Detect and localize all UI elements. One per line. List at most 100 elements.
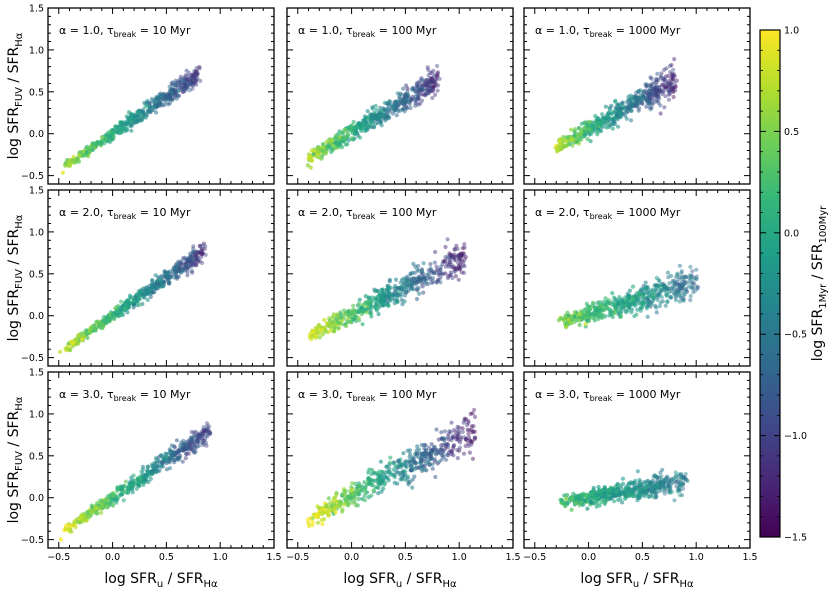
scatter-point (430, 447, 435, 453)
scatter-point (452, 246, 457, 252)
scatter-point (159, 284, 164, 289)
panel-frame (286, 7, 514, 185)
scatter-point (462, 242, 467, 247)
scatter-point (356, 497, 361, 502)
scatter-point (682, 274, 687, 279)
scatter-point (677, 482, 682, 487)
scatter-point (428, 86, 433, 91)
colorbar-tick-label: −0.5 (784, 330, 807, 341)
scatter-point (315, 513, 321, 518)
colorbar-tick-label: 0.0 (784, 228, 799, 239)
scatter-point (447, 429, 452, 434)
scatter-point (441, 259, 446, 264)
scatter-point (187, 88, 192, 93)
scatter-point (401, 451, 406, 456)
scatter-point (463, 443, 468, 449)
scatter-point (69, 339, 75, 345)
scatter-point (422, 463, 427, 469)
scatter-point (671, 67, 676, 72)
scatter-point (67, 163, 72, 168)
scatter-point (440, 450, 445, 455)
scatter-point (345, 132, 350, 137)
scatter-point (188, 251, 193, 256)
scatter-point (185, 273, 190, 278)
scatter-point (328, 140, 333, 145)
scatter-point (383, 474, 388, 479)
scatter-point (569, 137, 574, 142)
scatter-point (199, 435, 204, 440)
scatter-point (100, 502, 105, 508)
scatter-point (579, 128, 584, 133)
scatter-point (80, 153, 85, 158)
scatter-point (584, 123, 590, 128)
scatter-point (375, 288, 380, 293)
y-tick-label: 1.5 (29, 4, 44, 15)
scatter-point (457, 267, 462, 272)
scatter-point (674, 477, 679, 482)
panel-label: α = 3.0, τbreak = 10 Myr (59, 388, 191, 403)
scatter-point (186, 258, 191, 263)
scatter-point (426, 90, 431, 96)
scatter-point (465, 427, 470, 432)
scatter-point (383, 118, 388, 123)
scatter-point (362, 301, 368, 306)
scatter-point (468, 438, 473, 443)
scatter-point (116, 311, 121, 316)
scatter-point (378, 300, 383, 305)
scatter-point (305, 163, 310, 168)
scatter-point (572, 130, 577, 135)
scatter-point (620, 500, 625, 505)
scatter-point (662, 85, 668, 90)
scatter-point (455, 246, 460, 251)
panel-label: α = 1.0, τbreak = 10 Myr (59, 24, 191, 39)
scatter-point (207, 424, 212, 429)
scatter-point (167, 455, 172, 460)
scatter-point (394, 113, 399, 118)
scatter-point (78, 515, 83, 521)
panel-ticks (286, 189, 514, 367)
scatter-point (379, 287, 384, 293)
scatter-point (668, 490, 673, 495)
scatter-point (638, 88, 643, 93)
scatter-point (347, 493, 352, 498)
scatter-point (618, 497, 623, 502)
scatter-point (431, 80, 436, 85)
scatter-point (173, 272, 178, 278)
x-axis-label-3: log SFRu / SFRHα (580, 571, 694, 590)
scatter-point (415, 267, 420, 272)
scatter-point (172, 445, 177, 450)
scatter-point (320, 521, 325, 527)
scatter-point (346, 138, 351, 143)
scatter-point (690, 285, 696, 290)
scatter-point (457, 425, 462, 430)
scatter-point (433, 72, 438, 77)
scatter-point (666, 97, 672, 102)
scatter-point (433, 80, 438, 85)
scatter-point (624, 109, 630, 114)
scatter-point (410, 458, 415, 463)
scatter-point (445, 261, 450, 266)
scatter-point (188, 77, 193, 82)
scatter-point (408, 452, 413, 457)
scatter-point (184, 78, 189, 84)
scatter-point (461, 270, 467, 275)
scatter-point (665, 83, 670, 88)
scatter-point (633, 485, 638, 491)
scatter-point (373, 485, 378, 490)
scatter-point (182, 75, 187, 80)
scatter-point (378, 108, 383, 114)
scatter-point (614, 493, 619, 498)
panel-ticks (523, 189, 751, 367)
scatter-point (689, 273, 694, 278)
scatter-point (633, 303, 638, 308)
scatter-point (453, 274, 458, 279)
scatter-point (596, 484, 601, 490)
scatter-point (673, 282, 678, 287)
x-tick-label: 1.0 (213, 552, 228, 563)
scatter-point (629, 310, 634, 315)
scatter-point (668, 486, 673, 491)
scatter-point (438, 267, 443, 272)
panel-7: −0.50.00.51.01.5−0.5 0.0 0.5 1.0 1.5α = 3.0,… (21, 368, 282, 564)
scatter-point (404, 83, 409, 88)
scatter-point (192, 250, 197, 255)
